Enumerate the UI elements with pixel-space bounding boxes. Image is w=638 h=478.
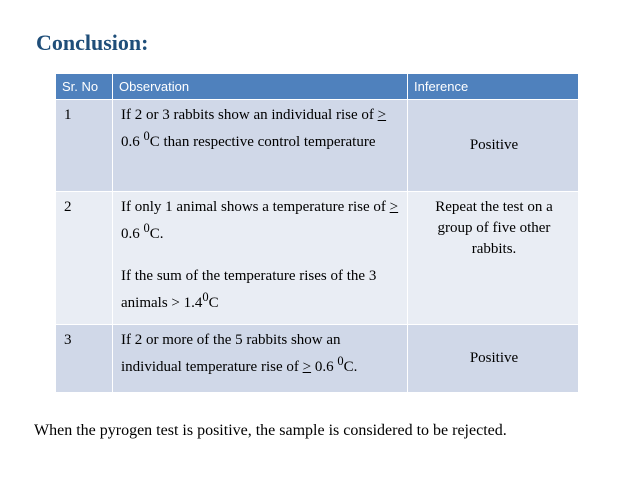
degree-sup: 0	[143, 221, 150, 235]
observation-text: If only 1 animal shows a temperature ris…	[121, 199, 390, 215]
ge-symbol: >	[302, 359, 312, 375]
cell-sr-no: 1	[55, 99, 113, 192]
observation-text-end: C than respective control temperature	[149, 134, 376, 150]
cell-inference: Positive	[407, 99, 579, 192]
table-row: 3 If 2 or more of the 5 rabbits show an …	[55, 324, 579, 393]
observation-value: 0.6	[121, 134, 144, 150]
cell-observation: If 2 or more of the 5 rabbits show an in…	[112, 324, 408, 393]
slide-title: Conclusion:	[36, 30, 149, 55]
table-header-row: Sr. No Observation Inference	[55, 73, 579, 100]
observation-text: If 2 or more of the 5 rabbits show an in…	[121, 332, 341, 375]
degree-sup: 0	[143, 129, 150, 143]
observation-text-2-end: C	[208, 295, 219, 311]
degree-sup: 0	[337, 354, 344, 368]
observation-text: If 2 or 3 rabbits show an individual ris…	[121, 107, 378, 123]
observation-value: 0.6	[121, 226, 144, 242]
table-row: 1 If 2 or 3 rabbits show an individual r…	[55, 99, 579, 192]
header-inference: Inference	[407, 73, 579, 100]
ge-symbol: >	[389, 199, 399, 215]
cell-sr-no: 2	[55, 191, 113, 325]
observation-value: 0.6	[311, 359, 338, 375]
header-observation: Observation	[112, 73, 408, 100]
table-row: 2 If only 1 animal shows a temperature r…	[55, 191, 579, 325]
cell-inference: Positive	[407, 324, 579, 393]
footer-note: When the pyrogen test is positive, the s…	[34, 422, 507, 439]
cell-observation: If only 1 animal shows a temperature ris…	[112, 191, 408, 325]
conclusion-table: Sr. No Observation Inference 1 If 2 or 3…	[55, 73, 579, 393]
observation-text-end: C.	[343, 359, 358, 375]
observation-text-2: If the sum of the temperature rises of t…	[121, 268, 377, 311]
cell-observation: If 2 or 3 rabbits show an individual ris…	[112, 99, 408, 192]
cell-sr-no: 3	[55, 324, 113, 393]
degree-sup: 0	[202, 290, 209, 304]
ge-symbol: >	[377, 107, 387, 123]
observation-text-end: C.	[149, 226, 164, 242]
cell-inference: Repeat the test on a group of five other…	[407, 191, 579, 325]
header-sr-no: Sr. No	[55, 73, 113, 100]
